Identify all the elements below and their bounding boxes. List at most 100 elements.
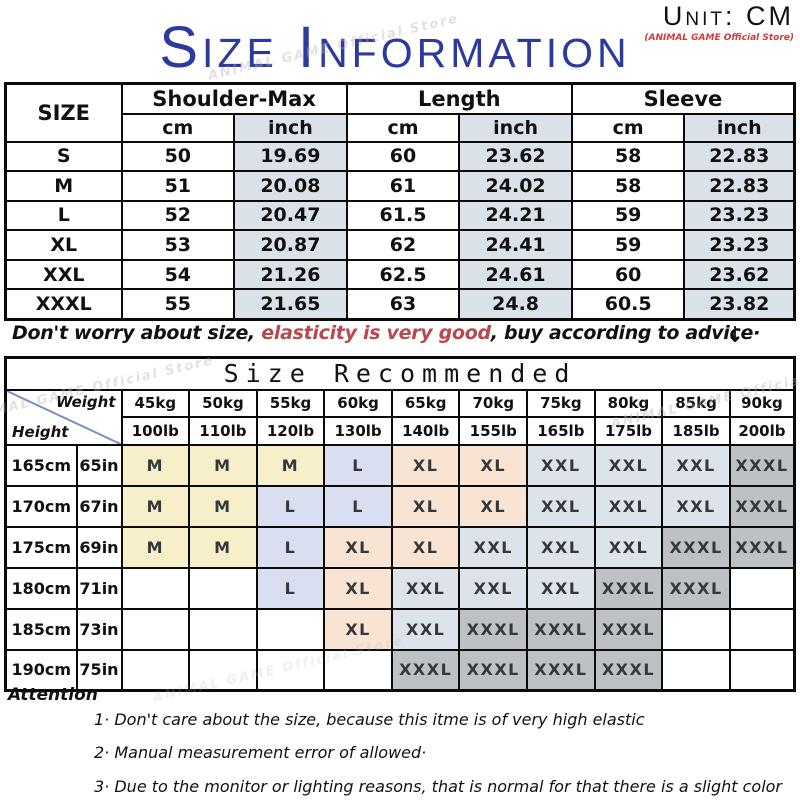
recommended-size-XXL: XXL xyxy=(390,607,461,651)
unit-label: Unit: CM xyxy=(662,1,794,31)
recommended-size-empty xyxy=(120,607,191,651)
weight-axis-label: Weight xyxy=(56,392,116,411)
weight-kg-header: 90kg xyxy=(728,388,796,418)
weight-kg-header: 55kg xyxy=(255,388,326,418)
recommend-row-190cm: 190cm 75in XXXL XXXL XXXL XXXL xyxy=(4,648,796,692)
height-in-label: 73in xyxy=(75,607,123,651)
diagonal-divider-line xyxy=(7,391,121,444)
recommended-size-XXL: XXL xyxy=(661,484,731,528)
measurement-value: 22.83 xyxy=(683,170,796,202)
weight-kg-header: 70kg xyxy=(458,388,529,418)
height-in-label: 65in xyxy=(75,443,123,487)
weight-lb-header-row: 100lb 110lb 120lb 130lb 140lb 155lb 165lb 175lb… xyxy=(6,415,796,446)
recommend-row-175cm: 175cm 69in M M L XL XL XXL XXL XXL XXXL XXXL xyxy=(4,525,796,569)
measurement-value: 50 xyxy=(120,140,236,173)
store-label: (ANIMAL GAME Official Store) xyxy=(644,33,794,43)
recommended-size-L: L xyxy=(323,443,393,487)
weight-lb-header: 120lb xyxy=(255,415,326,446)
size-label: L xyxy=(4,199,123,232)
recommended-size-XXL: XXL xyxy=(661,443,731,487)
measurement-value: 61.5 xyxy=(345,199,461,232)
column-group-shoulder: Shoulder-Max xyxy=(120,82,348,115)
measurement-value: 60 xyxy=(570,258,686,291)
advice-line: Don't worry about size, elasticity is ve… xyxy=(0,322,772,348)
recommended-size-XL: XL xyxy=(458,484,529,528)
column-group-length: Length xyxy=(345,82,573,115)
recommended-size-XXXL: XXXL xyxy=(390,648,461,692)
unit-header-cm: cm xyxy=(120,112,236,143)
size-recommended-table: Size Recommended Weight Height 45kg 50kg 5… xyxy=(4,356,796,692)
recommend-row-165cm: 165cm 65in M M M L XL XL XXL XXL XXL XXXL xyxy=(4,443,796,487)
recommended-size-empty xyxy=(120,566,191,610)
height-cm-label: 180cm xyxy=(4,566,78,610)
size-row-XXXL: XXXL 55 21.65 63 24.8 60.5 23.82 xyxy=(4,288,796,321)
measurement-value: 60 xyxy=(345,140,461,173)
height-in-label: 67in xyxy=(75,484,123,528)
measurement-value: 63 xyxy=(345,288,461,321)
recommended-size-empty xyxy=(323,648,393,692)
recommended-size-XXXL: XXXL xyxy=(661,525,731,569)
attention-item: 2· Manual measurement error of allowed· xyxy=(94,743,427,763)
down-arrow-icon: ↓ xyxy=(725,323,744,348)
height-axis-label: Height xyxy=(12,422,69,441)
weight-lb-header: 140lb xyxy=(390,415,461,446)
recommended-size-empty xyxy=(255,607,326,651)
recommended-size-XXL: XXL xyxy=(526,566,596,610)
recommended-size-L: L xyxy=(255,484,326,528)
size-table: SIZE Shoulder-Max Length Sleeve cm inch cm… xyxy=(4,82,796,321)
weight-kg-header: 80kg xyxy=(593,388,664,418)
recommended-size-empty xyxy=(661,648,731,692)
size-label: M xyxy=(4,170,123,202)
recommended-size-XL: XL xyxy=(323,525,393,569)
recommended-size-empty xyxy=(728,566,796,610)
recommended-title-row: Size Recommended xyxy=(4,356,796,391)
recommended-size-XXL: XXL xyxy=(593,525,664,569)
recommended-size-empty xyxy=(255,648,326,692)
recommended-size-empty xyxy=(120,648,191,692)
unit-header-inch: inch xyxy=(683,112,796,143)
recommended-size-empty xyxy=(728,607,796,651)
attention-heading: Attention xyxy=(8,685,98,705)
height-cm-label: 190cm xyxy=(4,648,78,692)
height-in-label: 69in xyxy=(75,525,123,569)
recommended-size-XXL: XXL xyxy=(593,443,664,487)
size-table-unit-header: cm inch cm inch cm inch xyxy=(6,112,796,143)
measurement-value: 22.83 xyxy=(683,140,796,173)
recommended-size-XXXL: XXXL xyxy=(728,525,796,569)
weight-kg-header: 50kg xyxy=(188,388,258,418)
recommended-size-XXXL: XXXL xyxy=(728,484,796,528)
measurement-value: 23.23 xyxy=(683,199,796,232)
recommended-size-XXL: XXL xyxy=(390,566,461,610)
advice-text: Don't worry about size, xyxy=(11,322,262,344)
recommended-size-XL: XL xyxy=(390,525,461,569)
recommended-size-M: M xyxy=(120,443,191,487)
size-table-group-header: SIZE Shoulder-Max Length Sleeve xyxy=(4,82,796,143)
size-label: XL xyxy=(4,229,123,261)
height-cm-label: 185cm xyxy=(4,607,78,651)
unit-header-inch: inch xyxy=(458,112,573,143)
measurement-value: 59 xyxy=(570,229,686,261)
measurement-value: 55 xyxy=(120,288,236,321)
recommended-size-L: L xyxy=(255,566,326,610)
weight-kg-header: 65kg xyxy=(390,388,461,418)
recommended-size-L: L xyxy=(255,525,326,569)
height-weight-corner: Weight Height xyxy=(4,388,123,446)
weight-lb-header: 175lb xyxy=(593,415,664,446)
recommended-size-XXXL: XXXL xyxy=(458,648,529,692)
recommended-size-M: M xyxy=(255,443,326,487)
attention-section: Attention 1· Don't care about the size, … xyxy=(8,685,782,800)
recommended-size-M: M xyxy=(120,484,191,528)
weight-lb-header: 155lb xyxy=(458,415,529,446)
height-in-label: 71in xyxy=(75,566,123,610)
recommended-size-XXXL: XXXL xyxy=(526,607,596,651)
recommended-size-empty xyxy=(188,648,258,692)
recommended-size-XXXL: XXXL xyxy=(458,607,529,651)
measurement-value: 20.47 xyxy=(233,199,348,232)
unit-header-cm: cm xyxy=(345,112,461,143)
recommended-size-empty xyxy=(728,648,796,692)
recommended-size-XL: XL xyxy=(323,607,393,651)
unit-header-inch: inch xyxy=(233,112,348,143)
measurement-value: 23.23 xyxy=(683,229,796,261)
recommended-size-L: L xyxy=(323,484,393,528)
